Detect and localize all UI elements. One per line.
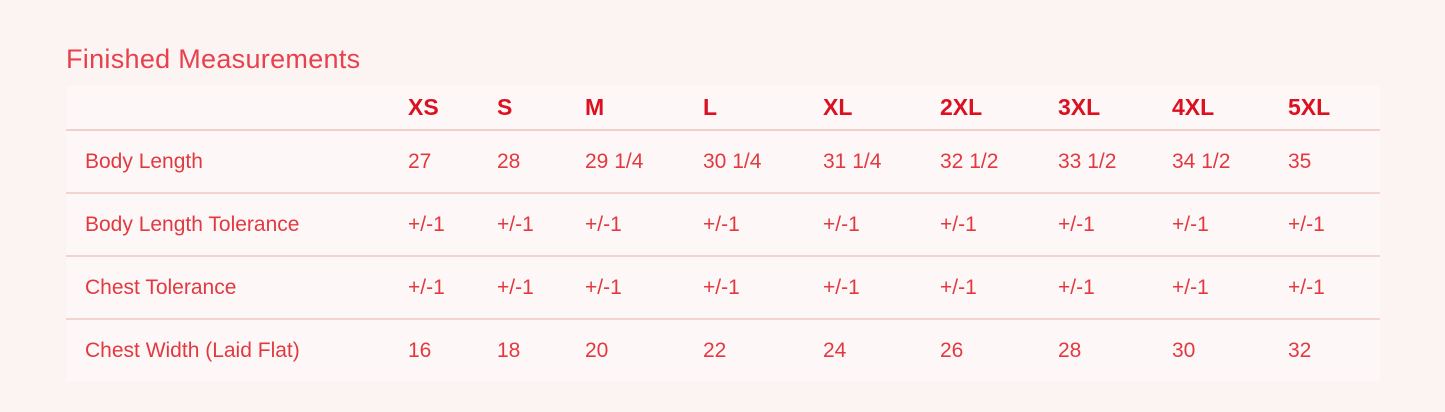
value-cell: +/-1 — [408, 193, 497, 257]
value-cell: 28 — [1058, 339, 1082, 362]
value-cell: 35 — [1288, 130, 1380, 194]
value-cell: 32 — [1288, 339, 1312, 362]
header-cell-l: L — [703, 86, 823, 131]
value-cell: +/-1 — [703, 256, 823, 320]
value-cell: +/-1 — [1058, 193, 1172, 257]
row-label: Chest Width (Laid Flat) — [85, 339, 300, 362]
value-cell: 29 1/4 — [585, 130, 703, 194]
value-cell: 16 — [408, 339, 432, 362]
value-cell: 26 — [940, 339, 964, 362]
header-cell-2xl: 2XL — [940, 86, 1058, 131]
value-cell: 28 — [497, 130, 585, 194]
page-title: Finished Measurements — [66, 44, 361, 74]
value-cell: +/-1 — [940, 193, 1058, 257]
value-cell: 22 — [703, 339, 727, 362]
value-cell: +/-1 — [408, 256, 497, 320]
value-cell: +/-1 — [1058, 256, 1172, 320]
value-cell: +/-1 — [1288, 256, 1380, 320]
value-cell: +/-1 — [585, 193, 703, 257]
header-cell-xs: XS — [408, 86, 497, 131]
table-row: Chest Tolerance +/-1 +/-1 +/-1 +/-1 +/-1… — [66, 256, 1380, 320]
value-cell: 30 1/4 — [703, 130, 823, 194]
value-cell: 24 — [823, 339, 847, 362]
value-cell: 33 1/2 — [1058, 130, 1172, 194]
value-cell: 32 1/2 — [940, 130, 1058, 194]
header-cell-3xl: 3XL — [1058, 86, 1172, 131]
table-row: Body Length 27 28 29 1/4 30 1/4 31 1/4 3… — [66, 130, 1380, 194]
header-cell-s: S — [497, 86, 585, 131]
value-cell: 27 — [408, 130, 497, 194]
value-cell: 30 — [1172, 339, 1196, 362]
value-cell: 34 1/2 — [1172, 130, 1288, 194]
header-cell-5xl: 5XL — [1288, 86, 1380, 131]
finished-measurements-table: XS S M L XL 2XL 3XL 4XL 5XL Body Length … — [66, 86, 1380, 382]
value-cell: +/-1 — [497, 193, 585, 257]
row-label: Body Length Tolerance — [66, 193, 408, 257]
header-cell-blank — [66, 86, 408, 131]
row-label: Chest Tolerance — [66, 256, 408, 320]
value-cell: +/-1 — [585, 256, 703, 320]
header-cell-4xl: 4XL — [1172, 86, 1288, 131]
header-cell-xl: XL — [823, 86, 940, 131]
value-cell: +/-1 — [1172, 193, 1288, 257]
header-cell-m: M — [585, 86, 703, 131]
value-cell: +/-1 — [1172, 256, 1288, 320]
value-cell: +/-1 — [497, 256, 585, 320]
value-cell: 31 1/4 — [823, 130, 940, 194]
table-row: Chest Width (Laid Flat) 16 18 20 22 24 2… — [66, 319, 1380, 382]
value-cell: +/-1 — [940, 256, 1058, 320]
value-cell: +/-1 — [1288, 193, 1380, 257]
row-label: Body Length — [66, 130, 408, 194]
value-cell: +/-1 — [823, 256, 940, 320]
value-cell: 18 — [497, 339, 521, 362]
table-row: Body Length Tolerance +/-1 +/-1 +/-1 +/-… — [66, 193, 1380, 257]
value-cell: +/-1 — [823, 193, 940, 257]
value-cell: 20 — [585, 339, 609, 362]
table-header-row: XS S M L XL 2XL 3XL 4XL 5XL — [66, 86, 1380, 131]
value-cell: +/-1 — [703, 193, 823, 257]
